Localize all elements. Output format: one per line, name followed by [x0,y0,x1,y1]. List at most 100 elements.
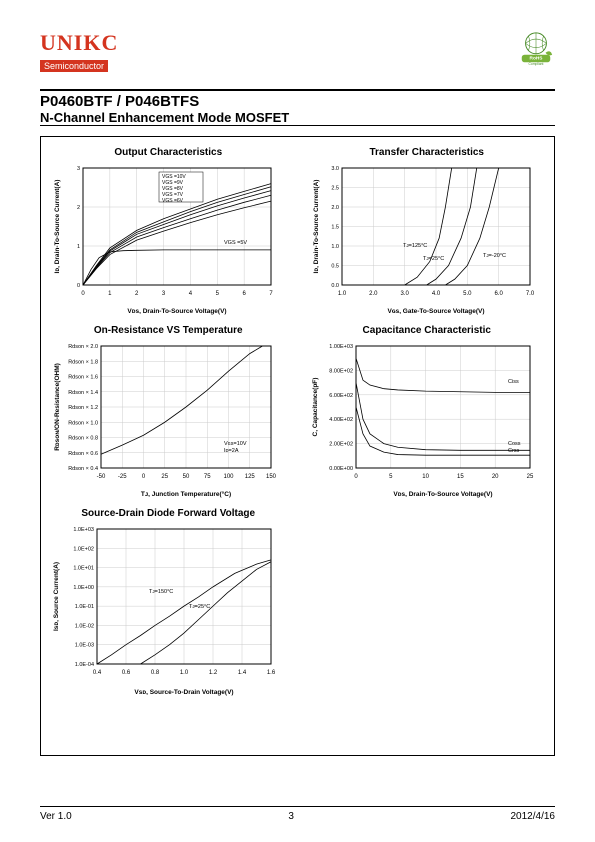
capacitance-chart: Capacitance Characteristic 05101520250.0… [308,325,547,500]
svg-text:0.5: 0.5 [331,264,339,270]
svg-text:Iᴅ, Drain-To-Source Current(A): Iᴅ, Drain-To-Source Current(A) [54,180,61,274]
svg-text:1.0: 1.0 [331,244,339,250]
svg-text:1.0E-02: 1.0E-02 [75,623,94,629]
svg-text:Rdson × 1.8: Rdson × 1.8 [68,359,98,365]
svg-text:4.00E+02: 4.00E+02 [329,417,353,423]
svg-text:2.0: 2.0 [331,205,339,211]
svg-text:Rᴅsᴏɴ/ON-Resistance(OHM): Rᴅsᴏɴ/ON-Resistance(OHM) [54,363,61,451]
svg-text:-25: -25 [118,474,127,480]
svg-text:Tᴊ=125°C: Tᴊ=125°C [403,243,427,249]
logo-text: UNIKC [40,30,118,56]
svg-text:1: 1 [108,291,112,297]
svg-text:5.0: 5.0 [463,291,472,297]
svg-text:2.0: 2.0 [369,291,378,297]
svg-text:1.4: 1.4 [238,670,247,676]
svg-text:Ciss: Ciss [508,379,519,385]
svg-text:Rdson × 1.6: Rdson × 1.6 [68,375,98,381]
svg-text:Isᴅ, Source Current(A): Isᴅ, Source Current(A) [53,562,60,631]
svg-text:4.0: 4.0 [431,291,440,297]
svg-text:5: 5 [389,474,393,480]
chart-title: Capacitance Characteristic [308,325,547,336]
svg-text:0.00E+00: 0.00E+00 [329,466,353,472]
svg-text:100: 100 [223,474,234,480]
svg-text:Tᴊ=-20°C: Tᴊ=-20°C [483,253,506,259]
svg-text:1.2: 1.2 [209,670,218,676]
svg-text:1.0E+00: 1.0E+00 [73,585,94,591]
footer-date: 2012/4/16 [510,811,555,822]
svg-text:1: 1 [77,244,80,250]
svg-text:3.0: 3.0 [400,291,409,297]
svg-text:Rdson × 0.6: Rdson × 0.6 [68,451,98,457]
svg-text:RoHS: RoHS [530,55,543,61]
svg-text:50: 50 [183,474,190,480]
svg-text:7.0: 7.0 [525,291,534,297]
svg-text:0: 0 [354,474,358,480]
svg-text:150: 150 [266,474,277,480]
svg-text:Coss: Coss [508,441,521,447]
svg-text:6.0: 6.0 [494,291,503,297]
svg-text:5: 5 [216,291,220,297]
svg-text:Tᴊ, Junction Temperature(°C): Tᴊ, Junction Temperature(°C) [141,490,231,498]
svg-text:1.00E+03: 1.00E+03 [329,344,353,350]
header: UNIKC Semiconductor RoHS Compliant [40,30,555,74]
svg-text:0.6: 0.6 [122,670,131,676]
svg-text:3: 3 [77,166,80,172]
svg-text:Rdson × 0.4: Rdson × 0.4 [68,466,98,472]
svg-text:6.00E+02: 6.00E+02 [329,393,353,399]
chart-title: Source-Drain Diode Forward Voltage [49,508,288,519]
svg-text:0: 0 [142,474,146,480]
svg-text:10: 10 [422,474,429,480]
svg-text:1.0E+01: 1.0E+01 [73,566,94,572]
svg-text:7: 7 [269,291,273,297]
charts-container: Output Characteristics 012345670123Vᴅs, … [40,136,555,756]
svg-text:3.0: 3.0 [331,166,339,172]
svg-text:0: 0 [81,291,85,297]
svg-text:2.5: 2.5 [331,186,339,192]
svg-text:Vsᴅ, Source-To-Drain Voltage(V: Vsᴅ, Source-To-Drain Voltage(V) [134,689,233,696]
svg-text:Tᴊ=25°C: Tᴊ=25°C [189,604,210,610]
svg-text:Tᴊ=25°C: Tᴊ=25°C [423,256,444,262]
svg-text:1.0: 1.0 [337,291,346,297]
transfer-characteristics-chart: Transfer Characteristics 1.02.03.04.05.0… [308,147,547,317]
svg-text:Crss: Crss [508,448,520,454]
svg-text:1.0E+02: 1.0E+02 [73,546,94,552]
svg-text:Iᴅ=2A: Iᴅ=2A [224,448,239,454]
footer-version: Ver 1.0 [40,811,72,822]
svg-text:Compliant: Compliant [529,62,544,66]
svg-text:Rdson × 1.4: Rdson × 1.4 [68,390,98,396]
diode-forward-voltage-chart: Source-Drain Diode Forward Voltage 0.4 0.… [49,508,288,698]
svg-text:Vɢs=10V: Vɢs=10V [224,441,247,447]
svg-text:4: 4 [189,291,193,297]
on-resistance-chart: On-Resistance VS Temperature -50 -25 0 25 50… [49,325,288,500]
svg-text:6: 6 [242,291,246,297]
svg-text:8.00E+02: 8.00E+02 [329,368,353,374]
svg-text:-50: -50 [97,474,106,480]
svg-text:1.6: 1.6 [267,670,276,676]
svg-text:25: 25 [526,474,533,480]
svg-text:75: 75 [204,474,211,480]
title-block: P0460BTF / P046BTFS N-Channel Enhancemen… [40,89,555,126]
svg-text:Rdson × 1.2: Rdson × 1.2 [68,405,98,411]
svg-text:1.0E+03: 1.0E+03 [73,527,94,533]
part-number: P0460BTF / P046BTFS [40,93,555,110]
chart-title: On-Resistance VS Temperature [49,325,288,336]
svg-text:1.5: 1.5 [331,225,339,231]
logo-block: UNIKC Semiconductor [40,30,118,74]
logo-subtitle: Semiconductor [40,60,108,72]
footer: Ver 1.0 3 2012/4/16 [40,806,555,822]
svg-text:15: 15 [457,474,464,480]
subtitle: N-Channel Enhancement Mode MOSFET [40,110,555,125]
svg-text:0.0: 0.0 [331,283,339,289]
svg-text:Tᴊ=150°C: Tᴊ=150°C [149,589,173,595]
chart-title: Output Characteristics [49,147,288,158]
svg-text:Rdson × 1.0: Rdson × 1.0 [68,420,98,426]
svg-text:Rdson × 2.0: Rdson × 2.0 [68,344,98,350]
svg-text:125: 125 [245,474,256,480]
svg-text:0.4: 0.4 [93,670,102,676]
footer-page: 3 [288,811,294,822]
svg-text:Vᴅs, Drain-To-Source Voltage(V: Vᴅs, Drain-To-Source Voltage(V) [127,308,226,315]
divider [40,125,555,126]
svg-text:VGS =6V: VGS =6V [162,198,184,204]
svg-text:2: 2 [135,291,139,297]
svg-text:25: 25 [161,474,168,480]
